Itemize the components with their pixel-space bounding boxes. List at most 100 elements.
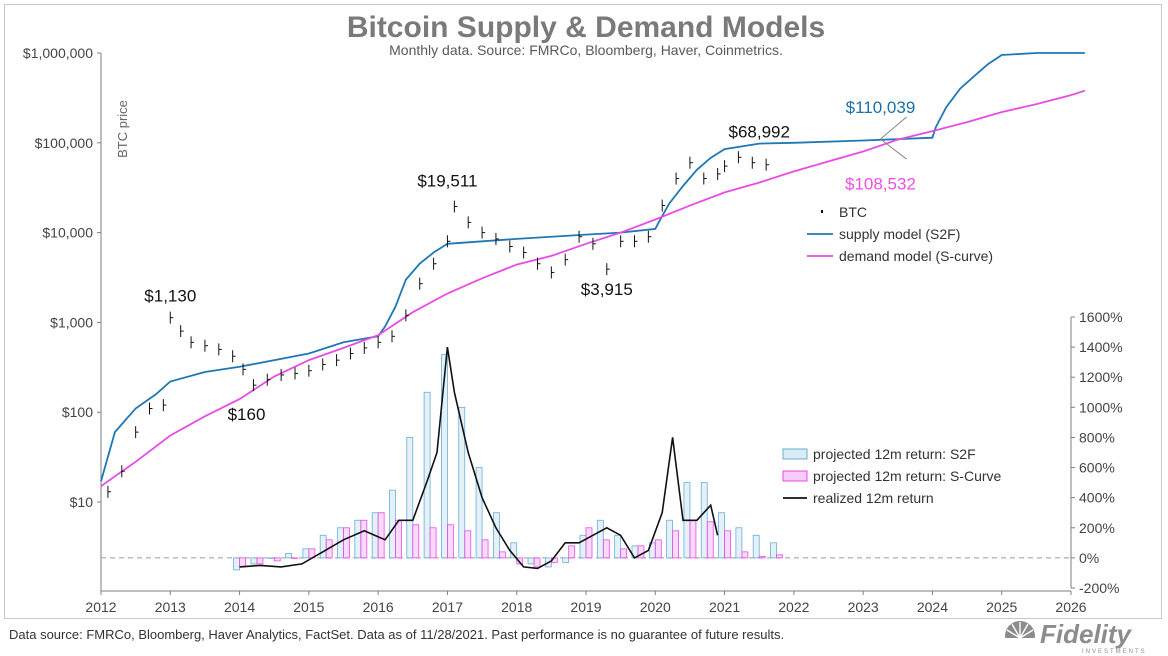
annotations: $1,130 $160 $19,511 $3,915 $68,992 $110,039 $1… [144, 98, 916, 424]
x-tick-label: 2021 [709, 599, 740, 615]
chart: $10 $100 $1,000 $10,000 $100,000 $1,000,000 1… [23, 11, 1123, 615]
x-axis: 2012 2013 2014 2015 2016 2017 2018 2019 2020 2021… [85, 590, 1087, 615]
s2f-return-bar [302, 548, 310, 559]
annotation-label: $110,039 [846, 98, 916, 117]
s2f-return-bar [389, 489, 396, 559]
legend: BTC supply model (S2F) demand model (S-cur… [782, 204, 1002, 506]
s2f-return-bar [666, 519, 674, 559]
left-tick-label: $1,000 [50, 314, 93, 330]
annotation-label: $108,532 [845, 175, 916, 194]
scurve-return-bar [447, 524, 454, 559]
s2f-return-bar [718, 512, 725, 559]
s2f-return-bar [267, 557, 275, 559]
left-tick-label: $1,000,000 [23, 45, 93, 61]
s2f-return-bar [285, 552, 292, 559]
right-tick-label: 800% [1079, 429, 1115, 445]
right-axis: 1600% 1400% 1200% 1000% 800% 600% 400% 200% 0% -2… [101, 309, 1123, 596]
x-tick-label: 2016 [363, 599, 394, 615]
scurve-return-bar [533, 557, 541, 568]
x-tick-label: 2022 [778, 599, 809, 615]
legend-label: supply model (S2F) [839, 226, 960, 242]
scurve-return-bar [602, 539, 610, 559]
scurve-return-bar [239, 557, 246, 568]
right-tick-label: 1600% [1079, 309, 1123, 325]
right-tick-label: 1400% [1079, 339, 1123, 355]
right-tick-label: 0% [1079, 550, 1099, 566]
s2f-return-bar [492, 512, 500, 559]
scurve-return-bar [620, 548, 628, 559]
s2f-return-bar [354, 519, 362, 559]
s2f-return-bar [562, 557, 570, 563]
scurve-return-bar [516, 557, 524, 565]
x-tick-label: 2014 [224, 599, 255, 615]
scurve-return-bar [464, 530, 472, 559]
fidelity-sunburst-icon [1005, 621, 1035, 652]
scurve-return-bar [568, 545, 576, 559]
scurve-return-bar [637, 545, 645, 559]
x-tick-label: 2019 [570, 599, 601, 615]
right-tick-label: -200% [1079, 580, 1119, 596]
s2f-return-bar [614, 534, 622, 559]
scurve-return-bar [498, 551, 506, 559]
legend-label: projected 12m return: S2F [813, 446, 976, 462]
s2f-return-bar [700, 482, 708, 559]
left-tick-label: $10,000 [42, 225, 93, 241]
scurve-return-bar [395, 519, 402, 559]
scurve-return-bar [481, 539, 489, 559]
left-tick-label: $100,000 [35, 135, 94, 151]
x-tick-label: 2018 [501, 599, 532, 615]
s2f-return-bar [406, 437, 414, 559]
scurve-return-bar [741, 551, 749, 559]
right-tick-label: 1000% [1079, 399, 1123, 415]
right-tick-label: 600% [1079, 460, 1115, 476]
scurve-return-bar [256, 557, 264, 565]
return-bars [233, 354, 783, 571]
scurve-return-bar [706, 521, 714, 559]
x-tick-label: 2013 [155, 599, 186, 615]
left-axis: $10 $100 $1,000 $10,000 $100,000 $1,000,000 [23, 45, 102, 591]
annotation-label: $1,130 [144, 287, 196, 306]
scurve-return-bar [689, 519, 697, 559]
series-lines [100, 52, 1086, 570]
s2f-return-bar [233, 557, 240, 571]
s2f-return-bar [735, 527, 743, 559]
chart-subtitle: Monthly data. Source: FMRCo, Bloomberg, … [389, 42, 783, 58]
right-tick-label: 1200% [1079, 369, 1123, 385]
annotation-label: $160 [228, 405, 266, 424]
s2f-return-bar [250, 557, 258, 565]
s2f-return-bar [596, 519, 604, 559]
fidelity-wordmark: Fidelity [1040, 619, 1133, 649]
s2f-return-bar [475, 467, 483, 559]
realized-return-line [239, 346, 719, 570]
source-note: Data source: FMRCo, Bloomberg, Haver Ana… [9, 627, 785, 642]
s2f-return-bar [527, 557, 535, 565]
scurve-return-bar [291, 557, 298, 559]
x-tick-label: 2024 [917, 599, 948, 615]
x-tick-label: 2015 [293, 599, 324, 615]
scurve-return-bar [724, 530, 731, 559]
x-tick-label: 2017 [432, 599, 463, 615]
scurve-return-bar [360, 519, 368, 559]
fidelity-logo: Fidelity INVESTMENTS [1005, 619, 1145, 655]
scurve-return-bar [585, 527, 593, 559]
scurve-return-bar [672, 530, 680, 559]
s2f-leader-line [880, 116, 907, 140]
scurve-return-bar [429, 527, 437, 559]
s2f-return-bar [458, 406, 466, 559]
legend-btc-marker [821, 210, 823, 213]
right-tick-label: 400% [1079, 490, 1115, 506]
annotation-label: $68,992 [728, 122, 789, 141]
x-tick-label: 2023 [848, 599, 879, 615]
legend-label: demand model (S-curve) [839, 248, 993, 264]
x-tick-label: 2025 [986, 599, 1017, 615]
left-tick-label: $10 [70, 494, 94, 510]
annotation-label: $3,915 [581, 280, 633, 299]
scurve-model-line [100, 89, 1086, 487]
s2f-return-bar [441, 354, 448, 559]
y-axis-label: BTC price [115, 100, 130, 158]
scurve-return-bar [412, 524, 420, 559]
s2f-return-bar [423, 391, 431, 559]
legend-bar-swatch [782, 470, 808, 482]
s2f-return-bar [752, 534, 760, 559]
x-tick-label: 2020 [640, 599, 671, 615]
